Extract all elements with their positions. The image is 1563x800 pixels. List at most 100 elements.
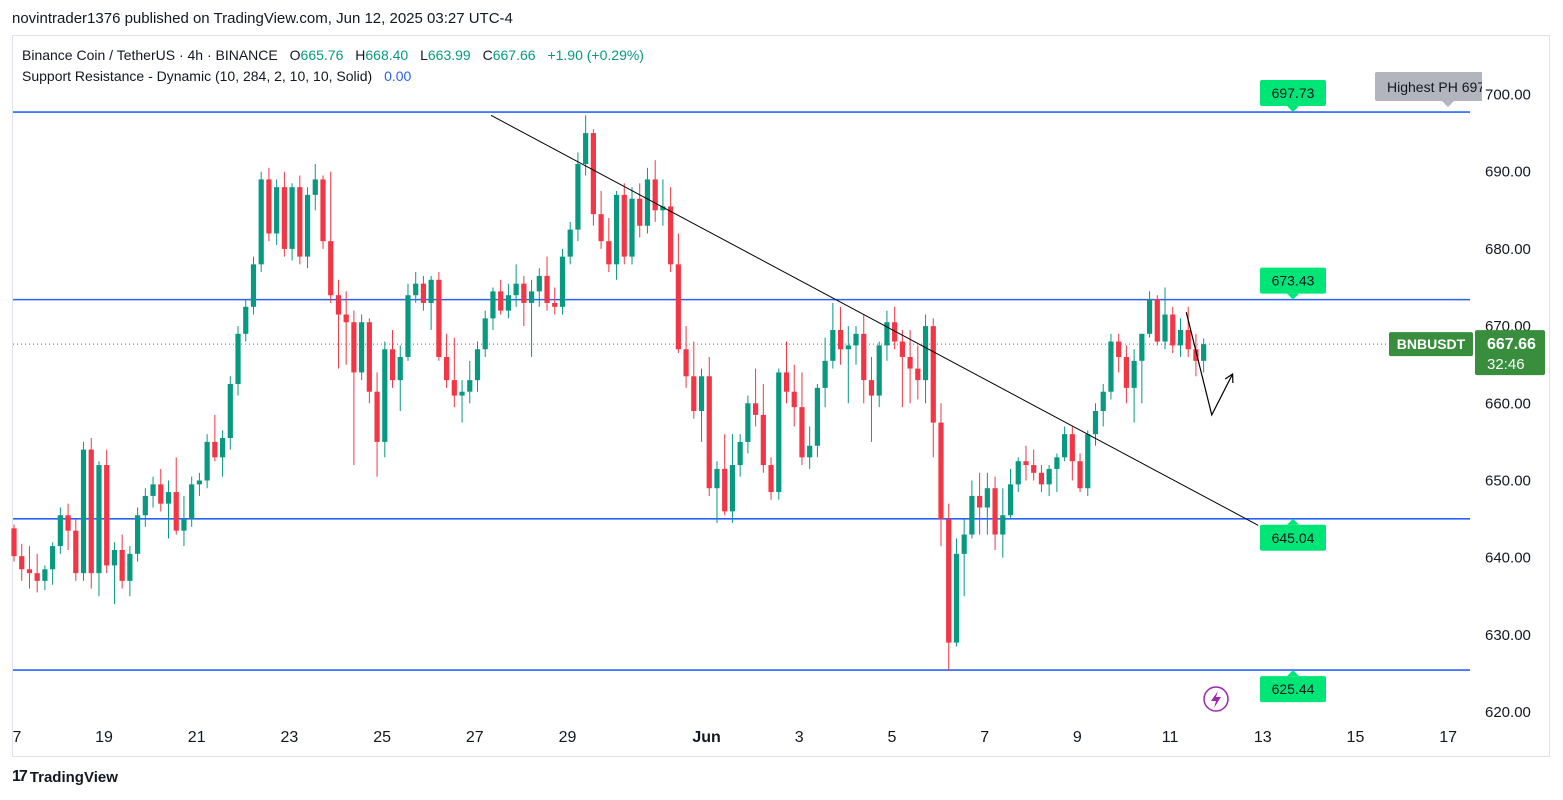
candle-body: [938, 422, 944, 520]
candle: [961, 519, 967, 597]
candle-body: [274, 187, 280, 234]
highest-ph-text: Highest PH 697.73: [1387, 79, 1505, 95]
candle-body: [1054, 457, 1060, 469]
open-value: 665.76: [300, 47, 344, 63]
candle-body: [799, 407, 805, 458]
candle: [544, 256, 550, 311]
candle-body: [119, 549, 125, 581]
candle-body: [359, 322, 365, 373]
chart-pane[interactable]: [12, 35, 1550, 757]
candle-body: [343, 314, 349, 323]
candle: [992, 476, 998, 550]
candle: [389, 329, 396, 388]
candle: [776, 368, 782, 500]
candle-body: [876, 345, 882, 396]
candle: [1185, 306, 1191, 357]
candle-body: [297, 187, 303, 257]
x-tick-label: 5: [887, 729, 896, 746]
candle-body: [150, 484, 156, 496]
open-label: O: [289, 47, 301, 63]
tradingview-footer[interactable]: 17 TradingView: [12, 768, 118, 786]
candle-body: [328, 241, 334, 296]
candle: [1146, 291, 1153, 338]
level-tag-pointer: [1287, 518, 1299, 525]
candle-body: [1201, 344, 1207, 361]
candle-body: [637, 198, 643, 226]
projection-path[interactable]: [1185, 312, 1234, 417]
candle: [938, 403, 944, 547]
candle-body: [776, 372, 782, 493]
candle-body: [1077, 461, 1083, 489]
candle-body: [474, 349, 481, 381]
candle: [451, 337, 457, 408]
high-value: 668.40: [365, 47, 409, 63]
candle-body: [1116, 341, 1122, 357]
candle: [328, 171, 334, 303]
candle: [884, 310, 890, 361]
candle: [158, 468, 164, 512]
candle: [675, 233, 681, 354]
candle: [189, 476, 195, 527]
symbol-tag-bg: [1389, 332, 1473, 357]
candle-body: [1177, 329, 1184, 346]
y-tick-label: 660.00: [1485, 395, 1531, 412]
candle: [359, 314, 365, 381]
candle-body: [397, 356, 403, 381]
candle-body: [946, 519, 952, 643]
level-label-text: 645.04: [1272, 530, 1315, 546]
candle-body: [598, 214, 604, 242]
candle: [204, 434, 210, 489]
candle-body: [227, 384, 233, 439]
candle-body: [1162, 314, 1168, 342]
candle: [946, 503, 952, 671]
candle: [96, 461, 102, 597]
x-tick-label: 21: [188, 729, 206, 746]
x-tick-label: 19: [95, 729, 113, 746]
candle-body: [1193, 349, 1199, 361]
level-tag-pointer: [1287, 670, 1299, 677]
price-box-bg: [1475, 330, 1545, 376]
candle-body: [528, 291, 535, 303]
candle: [1054, 453, 1060, 493]
candle-body: [413, 283, 419, 296]
candle-body: [807, 445, 813, 458]
candle: [351, 310, 357, 466]
candle-body: [104, 465, 110, 566]
candle-body: [436, 279, 442, 357]
candle: [737, 434, 743, 477]
low-value: 663.99: [427, 47, 471, 63]
candle-body: [111, 549, 118, 566]
candle: [899, 329, 905, 408]
candle-body: [1069, 434, 1075, 462]
candle: [436, 272, 442, 361]
candle-body: [374, 391, 380, 442]
current-price-box: 667.66 32:46: [1475, 330, 1545, 376]
candle: [729, 434, 736, 523]
candle-body: [892, 322, 898, 342]
indicator-row[interactable]: Support Resistance - Dynamic (10, 284, 2…: [22, 66, 644, 87]
candle-body: [26, 569, 33, 574]
symbol-row[interactable]: Binance Coin / TetherUS · 4h · BINANCE O…: [22, 45, 644, 66]
candle: [814, 384, 820, 458]
candle-body: [613, 194, 620, 265]
candle: [521, 275, 527, 327]
candle-body: [961, 534, 967, 554]
candle-body: [691, 376, 697, 412]
trendline[interactable]: [490, 114, 1259, 526]
candle-body: [204, 441, 210, 481]
candle: [19, 543, 25, 581]
candle-body: [366, 322, 372, 392]
level-tag-pointer: [1287, 106, 1299, 113]
symbol-info[interactable]: Binance Coin / TetherUS · 4h · BINANCE: [22, 47, 278, 63]
candle-body: [513, 283, 519, 296]
level-label-text: 697.73: [1272, 85, 1315, 101]
x-tick-label: 27: [466, 729, 484, 746]
indicator-name[interactable]: Support Resistance - Dynamic (10, 284, 2…: [22, 68, 373, 84]
candle-body: [984, 488, 990, 508]
candle: [505, 283, 511, 319]
x-tick-label: 25: [373, 729, 391, 746]
candle-body: [320, 179, 326, 242]
candle-body: [868, 380, 875, 396]
candle: [289, 183, 295, 261]
